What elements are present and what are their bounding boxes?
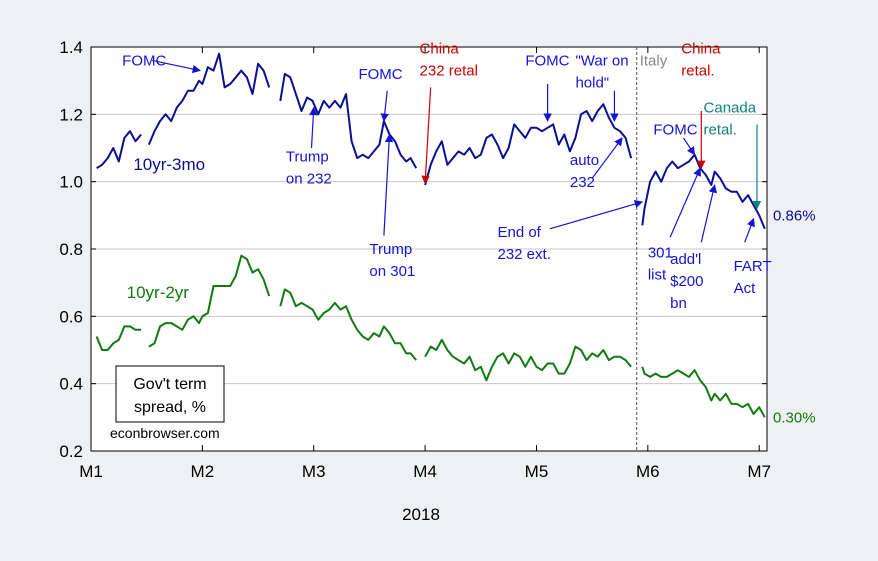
y-tick-label: 0.4 xyxy=(59,375,83,394)
annotation-arrow xyxy=(669,167,702,238)
annotation-text: Trump xyxy=(286,148,329,165)
x-tick-label: M5 xyxy=(525,462,549,481)
annotation-text: 232 retal xyxy=(420,63,478,80)
x-tick-label: M6 xyxy=(636,462,660,481)
italy-marker: Italy xyxy=(636,47,668,451)
annotation-trump-232: Trump on 232 xyxy=(286,106,332,187)
annotation-text: on 301 xyxy=(369,263,415,280)
legend-box xyxy=(115,365,225,423)
series-line-10yr-3mo xyxy=(96,130,142,170)
x-tick-label: M2 xyxy=(191,462,215,481)
y-tick-label: 0.6 xyxy=(59,307,83,326)
annotation-text: retal. xyxy=(681,63,714,80)
annotation-text: retal. xyxy=(704,122,737,139)
series-line-10yr-2yr xyxy=(641,366,766,418)
annotation-text: Trump xyxy=(369,241,412,258)
x-axis-title: 2018 xyxy=(402,505,440,524)
annotation-text: "War on xyxy=(575,53,628,70)
annotation-text: 232 ext. xyxy=(497,246,550,263)
y-tick-label: 1.4 xyxy=(59,38,83,57)
series-lines: 10yr-3mo 0.86% 10yr-2yr 0.30% xyxy=(95,52,816,426)
x-axis: M1 M2 M3 M4 M5 M6 M7 xyxy=(79,47,771,481)
annotation-end-232: End of 232 ext. xyxy=(497,199,644,263)
annotation-text: End of xyxy=(497,224,541,241)
annotation-arrow xyxy=(380,90,389,122)
series-end-label: 0.30% xyxy=(773,409,816,426)
annotation-auto-232: auto 232 xyxy=(570,137,623,191)
annotation-arrow xyxy=(744,217,755,243)
annotation-text: $200 xyxy=(670,273,703,290)
series-name-label: 10yr-3mo xyxy=(133,155,205,174)
legend-line-2: spread, % xyxy=(134,399,206,416)
annotation-text: FOMC xyxy=(122,53,166,70)
x-tick-label: M4 xyxy=(413,462,437,481)
annotation-text: auto xyxy=(570,152,599,169)
annotation-fart-act: FART Act xyxy=(734,217,772,297)
annotation-text: on 232 xyxy=(286,170,332,187)
annotation-arrow xyxy=(682,137,696,156)
x-tick-label: M3 xyxy=(302,462,326,481)
annotation-arrow xyxy=(421,87,432,185)
annotation-fomc-3: FOMC xyxy=(525,53,570,122)
annotation-text: hold" xyxy=(575,75,609,92)
annotation-text: FOMC xyxy=(653,122,697,139)
annotation-text: Act xyxy=(734,280,757,297)
event-annotations: FOMC FOMC FOMC FOMC China 232 retal "War on hol… xyxy=(122,41,771,312)
annotation-text: FOMC xyxy=(525,53,569,70)
annotation-text: list xyxy=(648,266,667,283)
y-axis: 0.2 0.4 0.6 0.8 1.0 1.2 1.4 xyxy=(59,38,767,461)
series-end-label: 0.86% xyxy=(773,207,816,224)
annotation-fomc-1: FOMC xyxy=(122,53,201,74)
series-line-10yr-2yr xyxy=(148,254,271,348)
series-line-10yr-3mo xyxy=(641,153,766,230)
annotation-arrow xyxy=(591,137,623,179)
series-line-10yr-3mo xyxy=(147,52,271,145)
annotation-text: 232 xyxy=(570,174,595,191)
legend-line-1: Gov't term xyxy=(133,376,206,393)
source-label: econbrowser.com xyxy=(110,425,220,441)
annotation-fomc-4: FOMC xyxy=(653,122,698,156)
annotation-canada-retal: Canada retal. xyxy=(704,100,762,210)
annotation-arrow xyxy=(152,59,201,74)
annotation-arrow xyxy=(383,133,394,236)
annotation-text: FOMC xyxy=(358,66,402,83)
annotation-list-301: 301 list xyxy=(648,167,702,283)
annotation-china-232: China 232 retal xyxy=(420,41,478,185)
annotation-china-retal: China retal. xyxy=(681,41,721,170)
annotation-text: China xyxy=(681,41,721,58)
annotation-text: FART xyxy=(734,258,772,275)
series-line-10yr-2yr xyxy=(95,325,142,351)
series-line-10yr-3mo xyxy=(424,103,633,186)
y-tick-label: 1.2 xyxy=(59,105,83,124)
italy-label: Italy xyxy=(640,53,668,70)
annotation-war-on-hold: "War on hold" xyxy=(575,53,629,122)
y-tick-label: 1.0 xyxy=(59,173,83,192)
annotation-text: bn xyxy=(670,295,687,312)
y-tick-label: 0.8 xyxy=(59,240,83,259)
annotation-arrow xyxy=(309,106,318,149)
annotation-text: Canada xyxy=(704,100,757,117)
annotation-fomc-2: FOMC xyxy=(358,66,403,122)
annotation-text: China xyxy=(420,41,460,58)
annotation-arrow xyxy=(549,199,644,230)
series-line-10yr-3mo xyxy=(279,72,418,169)
annotation-trump-301: Trump on 301 xyxy=(369,133,415,280)
annotation-arrow xyxy=(700,184,718,243)
x-tick-label: M7 xyxy=(747,462,771,481)
annotation-text: add'l xyxy=(670,251,701,268)
annotation-addl-200: add'l $200 bn xyxy=(670,184,718,312)
annotation-text: 301 xyxy=(648,244,673,261)
series-line-10yr-2yr xyxy=(424,338,632,382)
series-line-10yr-2yr xyxy=(279,288,417,361)
y-tick-label: 0.2 xyxy=(59,442,83,461)
x-tick-label: M1 xyxy=(79,462,103,481)
series-name-label: 10yr-2yr xyxy=(127,283,190,302)
